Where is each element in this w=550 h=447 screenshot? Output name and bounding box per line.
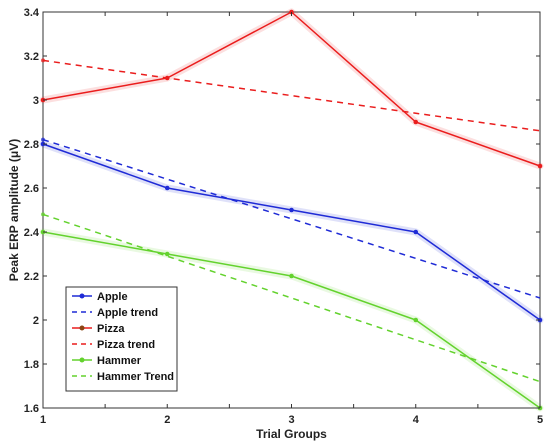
- legend-label-apple: Apple: [97, 291, 128, 303]
- y-tick-label: 2.8: [24, 139, 39, 151]
- series-pizza-trend: [41, 58, 541, 132]
- y-axis-title: Peak ERP amplitude (μV): [7, 139, 21, 282]
- data-point-hammer: [413, 317, 419, 323]
- x-axis-title: Trial Groups: [256, 427, 327, 441]
- legend: Apple Apple trend Pizza Pizza trend Hammer Ha…: [65, 286, 178, 392]
- y-tick-label: 2.4: [24, 227, 40, 239]
- legend-box: [65, 286, 178, 392]
- legend-marker-pizza: [79, 325, 85, 331]
- legend-marker-apple: [79, 293, 85, 299]
- data-point-hammer: [164, 251, 170, 257]
- y-tick-label: 1.8: [24, 359, 39, 371]
- data-point-apple: [289, 207, 294, 213]
- data-point-apple: [413, 229, 419, 235]
- x-tick-label: 5: [537, 414, 543, 426]
- y-tick-label: 3: [33, 95, 39, 107]
- data-point-pizza: [537, 163, 543, 169]
- legend-marker-hammer: [79, 357, 85, 363]
- x-tick-label: 3: [288, 414, 294, 426]
- series-apple-trend: [41, 137, 541, 299]
- legend-label-pizza-trend: Pizza trend: [97, 339, 155, 351]
- legend-label-hammer: Hammer: [97, 355, 142, 367]
- legend-label-hammer-trend: Hammer Trend: [97, 371, 174, 383]
- y-tick-label: 3.2: [24, 51, 39, 63]
- data-point-apple: [164, 185, 170, 191]
- series-apple: [39, 140, 544, 324]
- series-hammer-trend: [41, 212, 541, 383]
- series-line-apple-trend: [42, 138, 541, 299]
- ticks-layer: 1 2 3 4 5 1.6 1.8 2 2.2 2.4 2.6 2.8 3 3.2 3.4: [24, 7, 543, 426]
- trend-start-point-pizza-trend: [41, 58, 45, 63]
- series-line-pizza-trend: [42, 59, 541, 132]
- y-tick-label: 2.6: [24, 183, 39, 195]
- y-tick-label: 3.4: [24, 7, 40, 19]
- x-tick-label: 2: [164, 414, 170, 426]
- legend-label-apple-trend: Apple trend: [97, 307, 158, 319]
- x-tick-label: 1: [40, 414, 46, 426]
- data-point-pizza: [413, 119, 419, 125]
- y-tick-label: 2: [33, 315, 39, 327]
- trend-start-point-hammer-trend: [41, 212, 45, 217]
- legend-label-pizza: Pizza: [97, 323, 125, 335]
- trend-start-point-apple-trend: [41, 137, 45, 142]
- x-tick-label: 4: [413, 414, 420, 426]
- y-tick-label: 2.2: [24, 271, 39, 283]
- data-point-hammer: [289, 273, 294, 279]
- y-tick-label: 1.6: [24, 403, 39, 415]
